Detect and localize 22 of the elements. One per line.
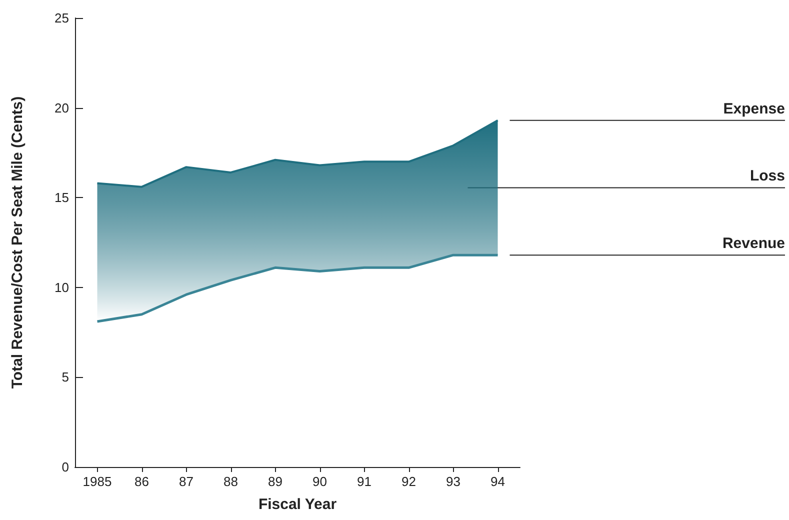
text: Expense [723,100,785,118]
y-tick-label: 25 [54,10,69,26]
x-tick-label: 88 [224,474,238,489]
x-axis-title: Fiscal Year [258,496,337,513]
x-tick-label: 87 [179,474,194,489]
text: Revenue [722,235,785,252]
x-tick-label: 86 [134,474,149,489]
x-tick-label: 89 [268,474,282,489]
line-series [96,254,499,323]
x-tick-label: 91 [357,474,372,489]
x-tick-label: 93 [446,474,460,489]
y-tick-label: 10 [54,280,69,295]
y-tick-label: 15 [54,190,69,206]
y-tick-label: 5 [62,370,69,385]
y-axis-title: Total Revenue/Cost Per Seat Mile (Cents) [9,96,26,389]
y-tick-label: 0 [62,460,69,474]
text: Loss [750,168,785,185]
y-tick-label: 20 [54,100,69,116]
x-tick-label: 1985 [82,474,112,489]
x-tick-label: 92 [402,474,416,489]
x-tick-label: 90 [312,474,327,489]
x-tick-label: 94 [490,474,505,489]
